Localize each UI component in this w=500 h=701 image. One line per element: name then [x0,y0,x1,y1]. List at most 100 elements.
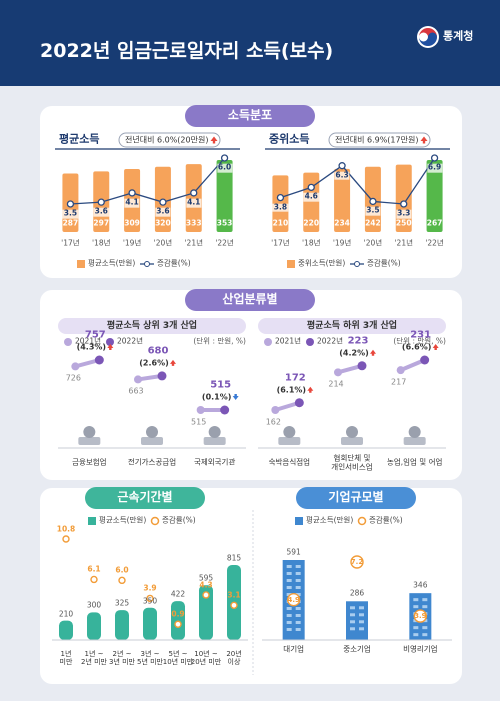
bar [334,168,351,232]
point-2022 [420,355,430,365]
note: 전년대비 6.0%(20만원) [125,135,209,145]
up-arrow [170,359,176,366]
panel-title: 평균소득 하위 3개 산업 [306,320,398,331]
bar-value: 297 [93,218,110,228]
up-arrow [307,386,314,393]
rate-marker [220,154,229,162]
window [295,628,301,631]
window [359,620,364,624]
section-pill [296,487,416,509]
legend-label: 평균소득(만원) [88,258,136,268]
x-tick-label: '17년 [61,238,80,248]
industry-icon [403,437,426,445]
section-pill [185,105,315,127]
value-2021: 214 [328,379,344,389]
legend-label: 중위소득(만원) [298,258,346,268]
up-arrow [420,136,428,144]
category-label: 협회단체 및 개인서비스업 [331,453,373,471]
rate-label: 6.0 [115,566,129,576]
change-label: (4.3%) [76,342,107,352]
window [422,605,428,609]
bar [426,160,443,232]
window [295,614,301,617]
category-label: 대기업 [283,644,305,654]
rate-label: 3.1 [227,590,241,600]
rate-label: 6.9 [426,162,443,173]
window [286,565,292,568]
category-label: 전기가스공급업 [127,457,177,467]
rate-marker [400,200,408,208]
legend-label: 증감률(%) [369,515,403,525]
panel-header [258,318,446,334]
industry-icon [208,426,221,438]
panel-title: 평균소득 [59,132,100,146]
legend-swatch [295,517,303,525]
industry-icon [78,437,101,445]
rate-label: 4.1 [124,197,140,208]
rate-label: 3.5 [365,206,381,216]
bar-value: 300 [86,601,102,611]
x-tick-label: '19년 [332,238,352,248]
rate-marker [190,189,198,197]
rate-label: 6.3 [334,170,350,180]
window [350,620,355,624]
category-label: 1년 ~ 2년 미만 [81,649,107,666]
bar-value: 242 [365,218,381,228]
value-2022: 231 [410,329,432,341]
value-2022: 757 [84,329,106,341]
rate-marker [90,575,98,584]
note-box [328,132,431,148]
window [359,613,364,617]
rate-marker [174,620,182,628]
rate-marker [97,198,105,206]
category-label: 국제외국기관 [193,457,236,467]
rate-label: 3.6 [155,206,171,217]
point-2022 [294,398,304,408]
x-tick-label: '21년 [184,238,204,248]
x-tick-label: '18년 [301,238,321,248]
bar-value: 815 [226,553,242,563]
category-label: 숙박음식점업 [268,457,311,467]
rate-marker [338,162,346,170]
legend-swatch [64,338,72,346]
window [286,614,292,617]
industry-icon [341,437,363,445]
change-label: (6.6%) [401,342,432,352]
industry-icon [408,426,421,438]
window [413,626,419,630]
category-label: 3년 ~ 5년 미만 [137,649,163,666]
rate-marker [202,591,210,599]
rate-marker [307,183,315,192]
rate-label: 6.1 [87,565,101,575]
industry-icon [278,437,301,445]
window [413,633,419,637]
window [295,572,301,575]
window [286,621,292,624]
bar-value: 286 [349,588,365,598]
rate-marker [230,601,238,610]
bar-value: 350 [142,596,158,606]
rate-marker [146,594,154,603]
building [346,601,368,640]
section-title: 산업분류별 [222,292,278,307]
rate-label: 3.9 [414,612,427,621]
rate-label: 4.3 [199,580,213,590]
window [295,607,301,610]
window [286,593,292,596]
category-label: 금융보험업 [72,457,107,467]
point-2021 [196,406,205,414]
value-2022: 680 [147,345,169,357]
bar-value: 250 [395,218,412,228]
window [422,598,428,602]
window [413,605,419,609]
legend-swatch [144,261,150,267]
value-2021: 726 [65,373,81,383]
legend-label: 증감률(%) [162,515,196,525]
section-title: 기업규모별 [328,490,384,505]
category-label: 1년 미만 [59,649,73,666]
industry-icon [83,426,96,438]
legend-label: 2022년 [317,336,343,346]
category-label: 20년 이상 [226,649,242,666]
legend-label: 2021년 [75,336,101,346]
